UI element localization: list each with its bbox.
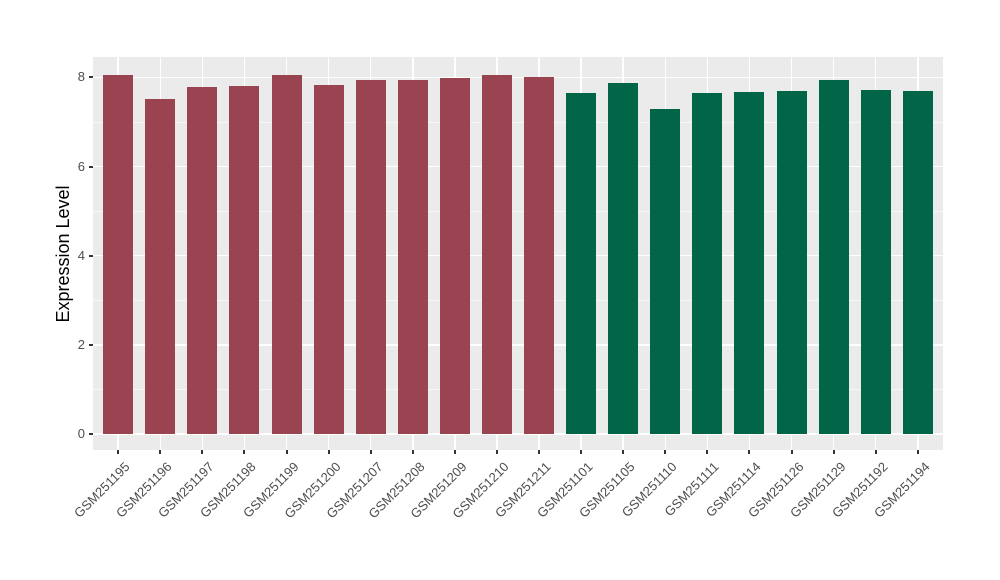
x-tick-label: GSM251197: [155, 459, 218, 521]
bar: [355, 79, 386, 434]
x-tick-mark: [916, 450, 919, 454]
x-tick-label: GSM251207: [323, 459, 386, 522]
x-tick-mark: [117, 450, 120, 454]
x-tick-mark: [706, 450, 709, 454]
x-tick-label: GSM251105: [576, 459, 638, 521]
bar: [818, 79, 849, 434]
x-tick-mark: [580, 450, 583, 454]
y-gridline-major: [93, 433, 943, 435]
x-tick-mark: [285, 450, 288, 454]
y-gridline-major: [93, 165, 943, 168]
bar: [145, 98, 176, 434]
y-gridline-minor: [93, 121, 943, 123]
bar: [187, 86, 218, 434]
x-tick-mark: [748, 450, 751, 454]
y-gridline-minor: [93, 210, 943, 212]
x-tick-label: GSM251200: [281, 459, 344, 522]
x-tick-label: GSM251209: [407, 459, 470, 522]
bar: [902, 90, 933, 434]
x-tick-label: GSM251198: [197, 459, 260, 521]
x-tick-label: GSM251210: [449, 459, 512, 522]
bar: [313, 84, 344, 434]
bar: [397, 79, 428, 434]
x-tick-label: GSM251126: [744, 459, 807, 521]
x-tick-mark: [790, 450, 793, 454]
x-tick-label: GSM251111: [661, 459, 722, 520]
x-tick-mark: [159, 450, 162, 454]
bar: [566, 93, 597, 434]
x-tick-label: GSM251114: [703, 459, 765, 520]
bar: [860, 89, 891, 434]
bar: [650, 108, 681, 434]
x-tick-label: GSM251101: [534, 459, 596, 521]
y-axis-title: Expression Level: [53, 185, 73, 323]
y-tick-label: 0: [77, 425, 85, 441]
x-tick-label: GSM251195: [71, 459, 133, 521]
x-tick-mark: [411, 450, 414, 454]
y-gridline-minor: [93, 299, 943, 301]
x-tick-mark: [327, 450, 330, 454]
x-tick-label: GSM251192: [828, 459, 891, 521]
bar: [229, 85, 260, 434]
x-tick-mark: [874, 450, 877, 454]
bar: [692, 92, 723, 434]
x-tick-label: GSM251199: [239, 459, 302, 521]
x-tick-mark: [622, 450, 625, 454]
bar: [608, 82, 639, 434]
bar: [734, 92, 765, 434]
y-gridline-major: [93, 76, 943, 79]
x-tick-mark: [495, 450, 498, 454]
y-gridline-major: [93, 344, 943, 346]
bar: [776, 91, 807, 434]
x-tick-label: GSM251211: [492, 459, 554, 521]
x-tick-label: GSM251208: [365, 459, 428, 522]
x-tick-mark: [201, 450, 204, 454]
bar: [103, 74, 134, 434]
x-tick-label: GSM251110: [619, 459, 680, 520]
plot-panel: [93, 57, 943, 450]
x-tick-label: GSM251196: [113, 459, 175, 521]
bar: [439, 77, 470, 434]
y-gridline-major: [93, 254, 943, 257]
bar: [481, 74, 512, 434]
bar: [524, 76, 555, 434]
x-tick-mark: [453, 450, 456, 454]
x-tick-label: GSM251129: [786, 459, 849, 521]
bar: [271, 74, 302, 434]
x-tick-mark: [369, 450, 372, 454]
x-tick-mark: [832, 450, 835, 454]
x-tick-label: GSM251194: [870, 459, 933, 521]
y-tick-label: 8: [77, 69, 85, 85]
x-tick-mark: [243, 450, 246, 454]
x-tick-mark: [664, 450, 667, 454]
y-gridline-minor: [93, 388, 943, 390]
x-tick-mark: [538, 450, 541, 454]
